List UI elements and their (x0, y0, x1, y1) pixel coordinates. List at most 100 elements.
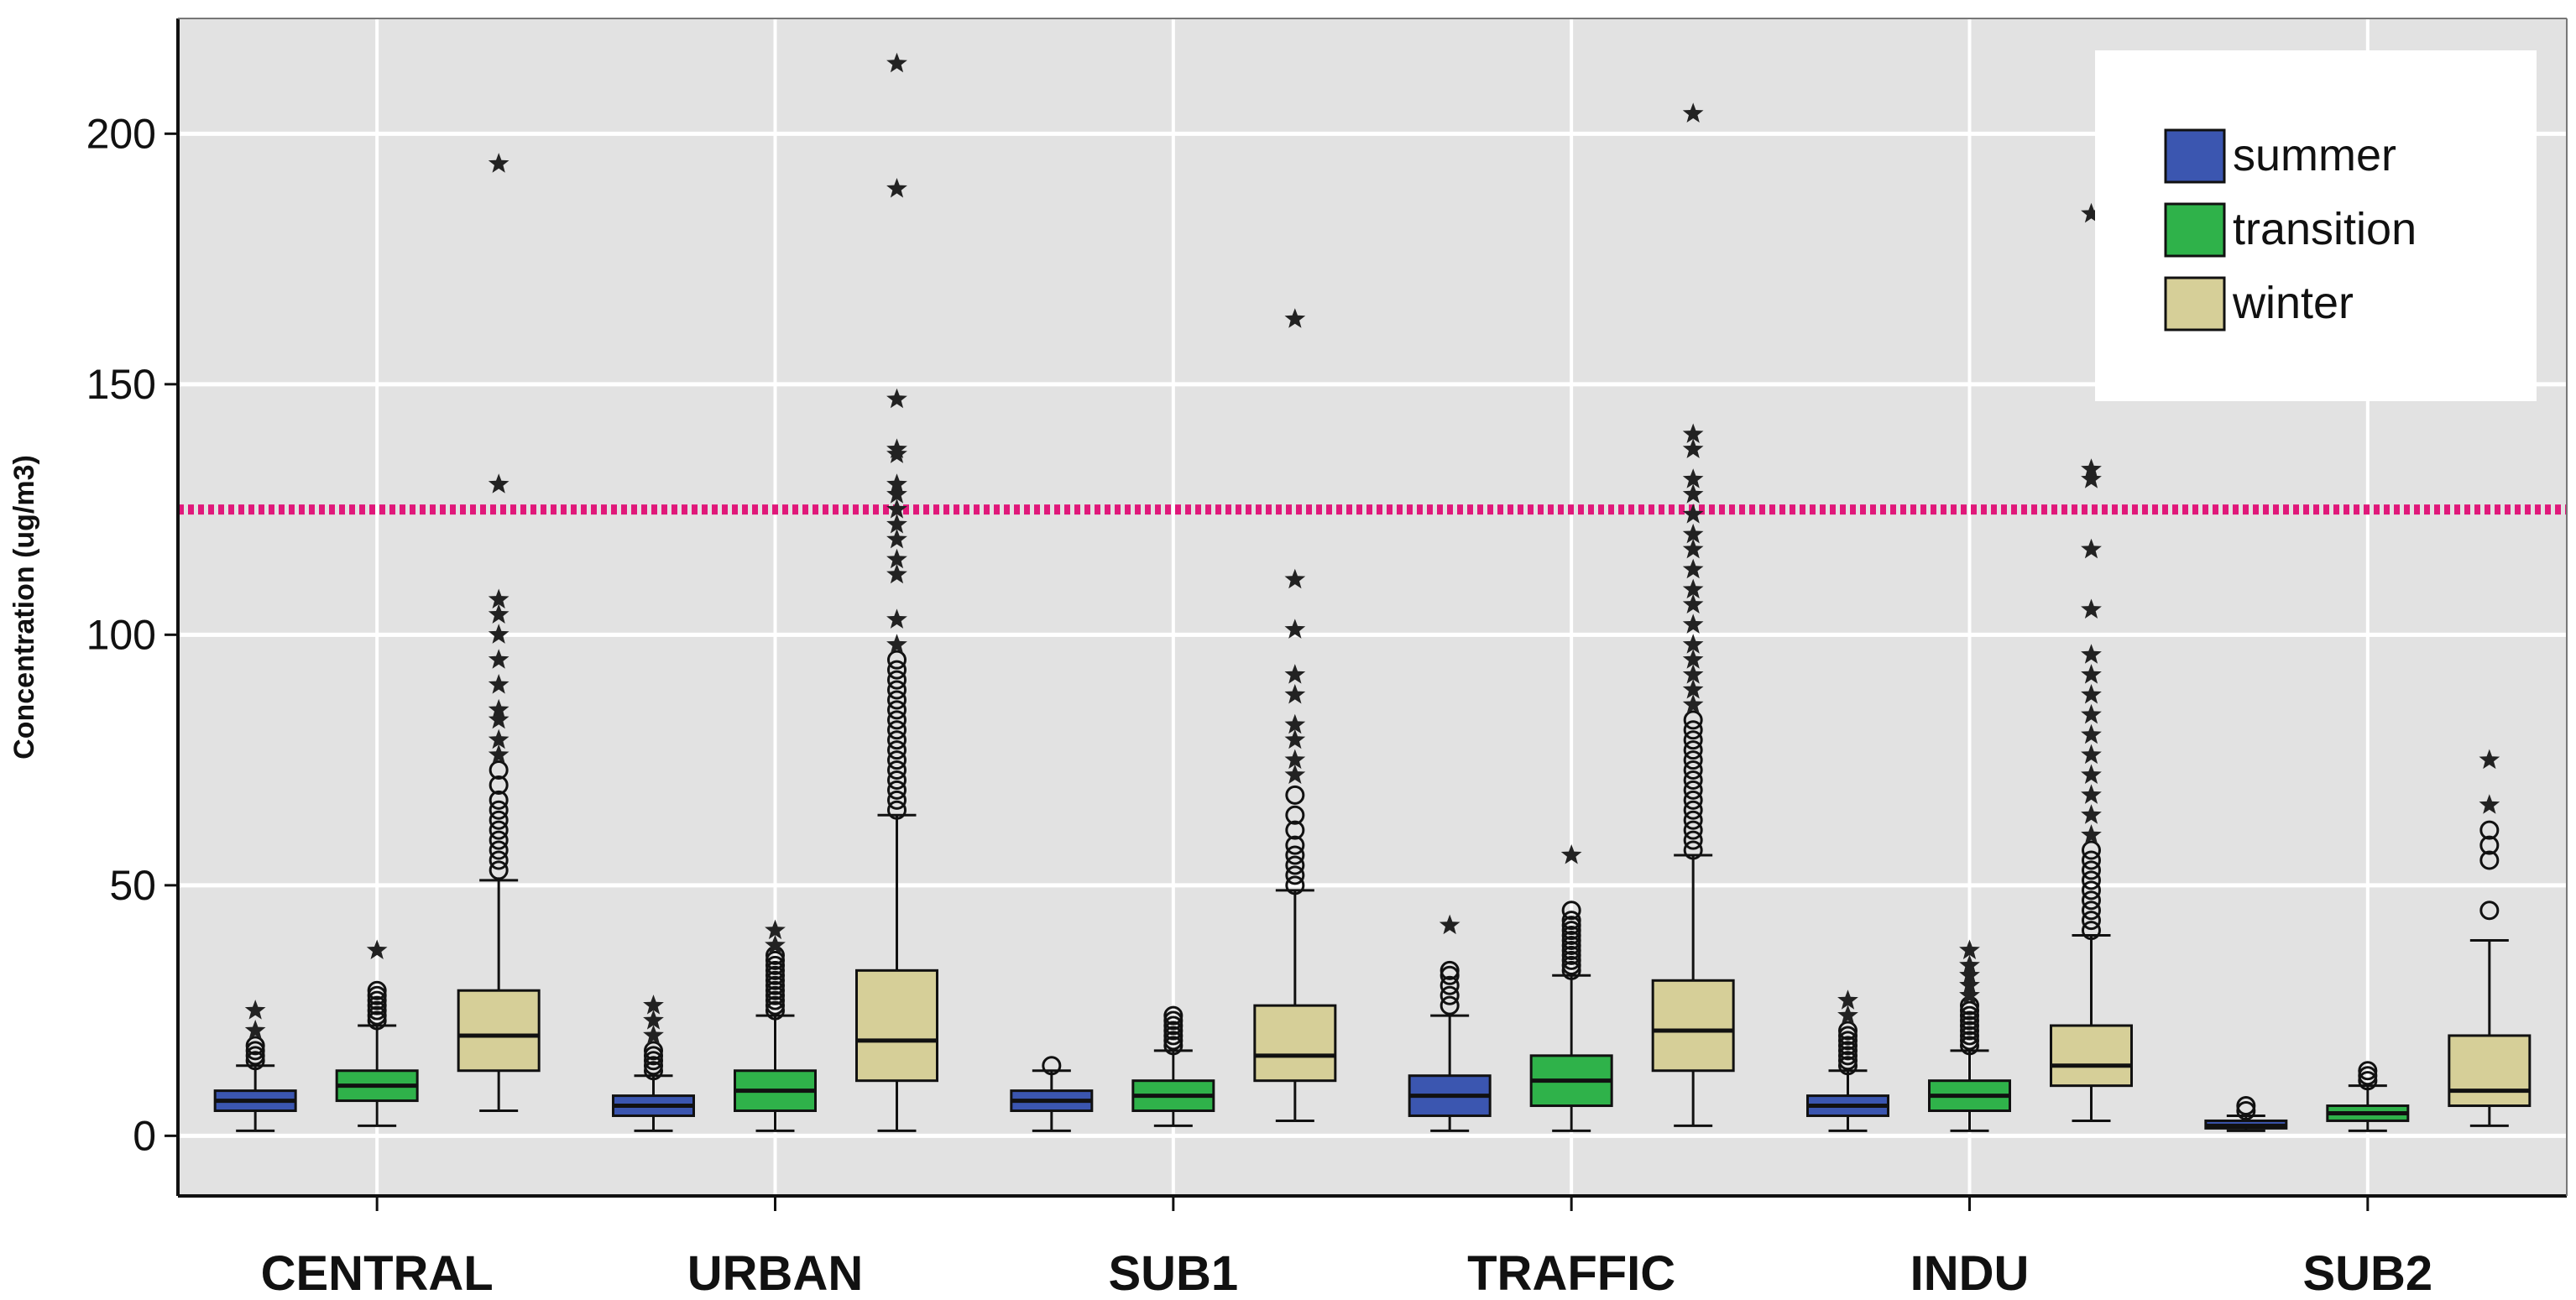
outlier-point (1683, 730, 1703, 750)
outlier-point (1683, 800, 1703, 820)
outlier-point (887, 700, 907, 720)
outlier-point (2082, 911, 2101, 931)
extreme-point (886, 528, 907, 549)
outlier-point (765, 990, 785, 1010)
box-summer-urban (612, 995, 695, 1132)
extreme-point (886, 634, 907, 654)
extreme-point (1682, 613, 1704, 634)
y-tick-label: 50 (109, 862, 156, 909)
y-axis-label: Concentration (ug/m3) (8, 455, 40, 760)
outlier-point (1285, 865, 1305, 885)
outlier-point (887, 800, 907, 820)
outlier-point (2082, 850, 2101, 870)
outlier-point (2479, 901, 2500, 921)
extreme-point (2479, 794, 2500, 814)
outlier-point (644, 1056, 663, 1076)
box-transition-sub1 (1131, 1005, 1215, 1127)
outlier-point (1163, 1036, 1183, 1056)
outlier-point (1163, 1005, 1183, 1026)
outlier-point (367, 995, 387, 1015)
outlier-point (1683, 710, 1703, 730)
outlier-point (1561, 950, 1581, 970)
outlier-point (887, 670, 907, 690)
extreme-point (1837, 1005, 1858, 1025)
outlier-point (1561, 960, 1581, 980)
outlier-point (489, 840, 509, 860)
extreme-point (1284, 308, 1306, 328)
outlier-point (1838, 1031, 1858, 1051)
outlier-point (887, 650, 907, 670)
extreme-point (886, 608, 907, 629)
legend-label-winter: winter (2232, 278, 2354, 328)
outlier-point (765, 1000, 785, 1021)
outlier-point (887, 760, 907, 781)
outlier-point (765, 960, 785, 980)
extreme-point (1682, 468, 1704, 488)
outlier-point (2082, 870, 2101, 890)
outlier-point (1838, 1026, 1858, 1046)
outlier-point (2236, 1096, 2256, 1116)
extreme-point (2081, 664, 2102, 684)
outlier-point (367, 985, 387, 1005)
extreme-point (1959, 939, 1980, 959)
outlier-point (1683, 820, 1703, 840)
extreme-point (2479, 749, 2500, 770)
outlier-point (887, 730, 907, 750)
extreme-point (2081, 684, 2102, 704)
outlier-point (1960, 1000, 1979, 1021)
outlier-point (1683, 760, 1703, 781)
box-winter-indu (2050, 202, 2133, 1122)
outlier-point (489, 775, 509, 795)
x-category-label: TRAFFIC (1467, 1246, 1675, 1296)
outlier-point (2082, 840, 2101, 860)
outlier-point (887, 750, 907, 770)
box-transition-urban (734, 919, 817, 1132)
extreme-point (488, 698, 509, 719)
box-transition-central (335, 939, 419, 1127)
outlier-point (1960, 1021, 1979, 1041)
outlier-point (1683, 770, 1703, 790)
box-body (855, 968, 938, 1083)
extreme-point (1560, 844, 1582, 864)
outlier-point (1838, 1021, 1858, 1041)
box-summer-indu (1806, 989, 1889, 1132)
extreme-point (1682, 649, 1704, 669)
outlier-point (765, 975, 785, 995)
outlier-point (489, 820, 509, 840)
box-winter-sub1 (1253, 308, 1337, 1122)
extreme-point (643, 1010, 664, 1030)
extreme-point (2081, 764, 2102, 784)
outlier-point (2082, 921, 2101, 941)
outlier-point (1285, 835, 1305, 855)
outlier-point (765, 965, 785, 985)
box-body (1253, 1004, 1337, 1083)
extreme-point (1284, 619, 1306, 639)
outlier-point (489, 830, 509, 850)
extreme-point (1682, 483, 1704, 504)
outlier-point (1960, 1026, 1979, 1046)
outlier-point (1163, 1021, 1183, 1041)
box-winter-central (457, 153, 541, 1113)
extreme-point (765, 934, 786, 954)
outlier-point (1683, 750, 1703, 770)
outlier-point (887, 660, 907, 680)
outlier-point (1838, 1036, 1858, 1056)
extreme-point (488, 708, 509, 729)
extreme-point (2081, 744, 2102, 765)
extreme-point (488, 588, 509, 609)
extreme-point (643, 1025, 664, 1045)
extreme-point (1284, 568, 1306, 589)
extreme-point (886, 178, 907, 198)
extreme-point (488, 624, 509, 644)
outlier-point (1960, 1031, 1979, 1051)
box-winter-urban (855, 52, 938, 1132)
x-category-label: SUB1 (1108, 1246, 1238, 1296)
extreme-point (2081, 723, 2102, 744)
extreme-point (1284, 713, 1306, 734)
outlier-point (887, 740, 907, 760)
outlier-point (765, 955, 785, 975)
box-body (2448, 1034, 2532, 1108)
outlier-point (489, 860, 509, 880)
box-transition-sub2 (2326, 1061, 2410, 1132)
outlier-point (1683, 780, 1703, 800)
